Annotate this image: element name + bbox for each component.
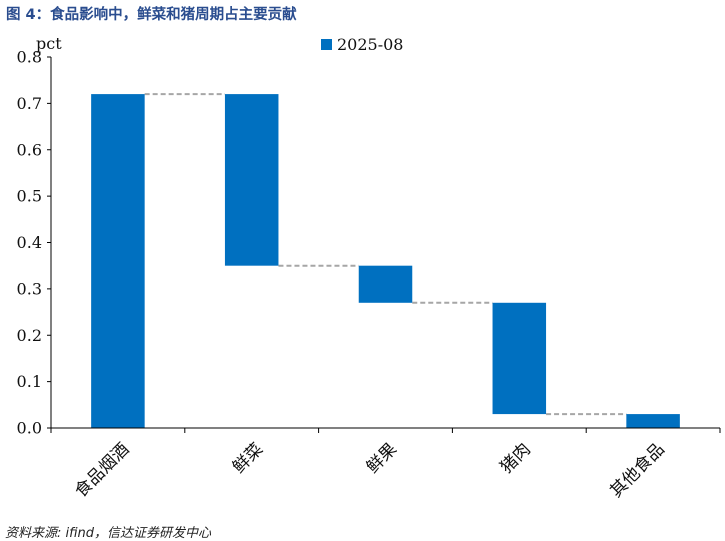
bar-1 — [91, 94, 145, 428]
figure-source: 资料来源: ifind，信达证券研发中心 — [5, 526, 212, 541]
bar-2 — [224, 94, 279, 266]
x-category-label: 鲜菜 — [229, 439, 267, 477]
x-category-label: 食品烟酒 — [71, 439, 133, 501]
y-tick-label: 0.0 — [17, 419, 42, 438]
y-tick-label: 0.3 — [17, 279, 42, 298]
y-tick-label: 0.6 — [17, 140, 42, 159]
bars-group — [91, 94, 680, 428]
y-unit-label: pct — [36, 34, 62, 53]
x-category-label: 猪肉 — [497, 439, 535, 477]
legend: 2025-08 — [321, 35, 403, 54]
y-tick-label: 0.1 — [17, 372, 42, 391]
legend-label: 2025-08 — [337, 35, 403, 54]
connector-lines — [144, 93, 627, 416]
bar-5 — [626, 414, 680, 428]
y-tick-label: 0.7 — [17, 94, 42, 113]
y-tick-label: 0.5 — [17, 187, 42, 206]
x-category-label: 鲜果 — [363, 439, 401, 477]
y-tick-label: 0.4 — [17, 233, 42, 252]
y-tick-label: 0.2 — [17, 326, 42, 345]
y-tick-label: 0.8 — [17, 48, 42, 67]
legend-swatch — [321, 39, 332, 50]
x-category-label: 其他食品 — [606, 439, 668, 501]
bar-4 — [492, 302, 547, 415]
figure-title: 图 4：食品影响中，鲜菜和猪周期占主要贡献 — [6, 7, 297, 23]
bar-3 — [358, 265, 413, 303]
